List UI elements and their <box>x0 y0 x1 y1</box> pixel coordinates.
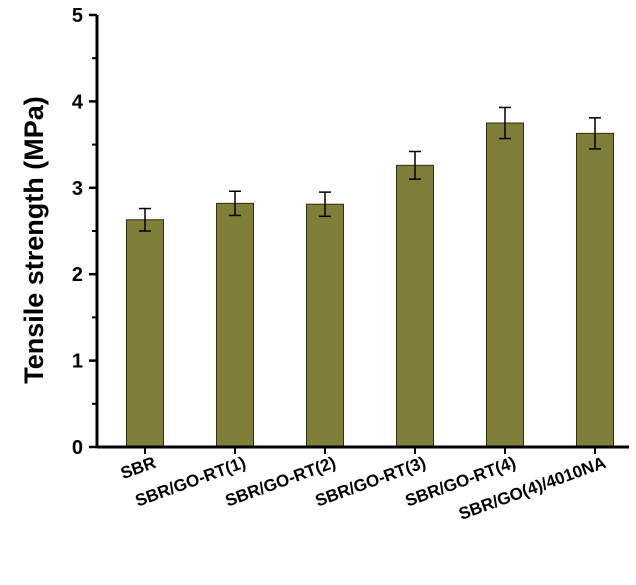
bar-1 <box>216 202 254 448</box>
y-tick-label-1: 1 <box>72 351 83 373</box>
bar-0 <box>126 219 164 448</box>
x-labels-group: SBRSBR/GO-RT(1)SBR/GO-RT(2)SBR/GO-RT(3)S… <box>118 447 608 524</box>
error-bars-group <box>139 106 601 232</box>
error-bar-5 <box>589 117 601 150</box>
y-tick-label-0: 0 <box>72 437 83 459</box>
bars-group <box>126 122 614 448</box>
bar-3 <box>396 164 434 448</box>
x-tick-label-5: SBR/GO(4)/4010NA <box>456 453 608 524</box>
error-bar-2 <box>319 191 331 218</box>
y-axis-title: Tensile strength (MPa) <box>19 96 49 384</box>
bar-5 <box>576 132 614 448</box>
y-ticks-group: 0 1 2 3 4 5 <box>72 5 97 459</box>
error-bar-0 <box>139 207 151 232</box>
y-tick-label-5: 5 <box>72 5 83 27</box>
y-tick-label-2: 2 <box>72 264 83 286</box>
axes-group <box>95 15 629 449</box>
error-bar-3 <box>409 150 421 180</box>
y-tick-label-4: 4 <box>72 91 84 113</box>
error-bar-4 <box>499 106 511 140</box>
x-tick-label-0: SBR <box>118 453 158 483</box>
y-tick-label-3: 3 <box>72 178 83 200</box>
error-bar-1 <box>229 190 241 217</box>
bar-2 <box>306 203 344 448</box>
bar-4 <box>486 122 524 448</box>
